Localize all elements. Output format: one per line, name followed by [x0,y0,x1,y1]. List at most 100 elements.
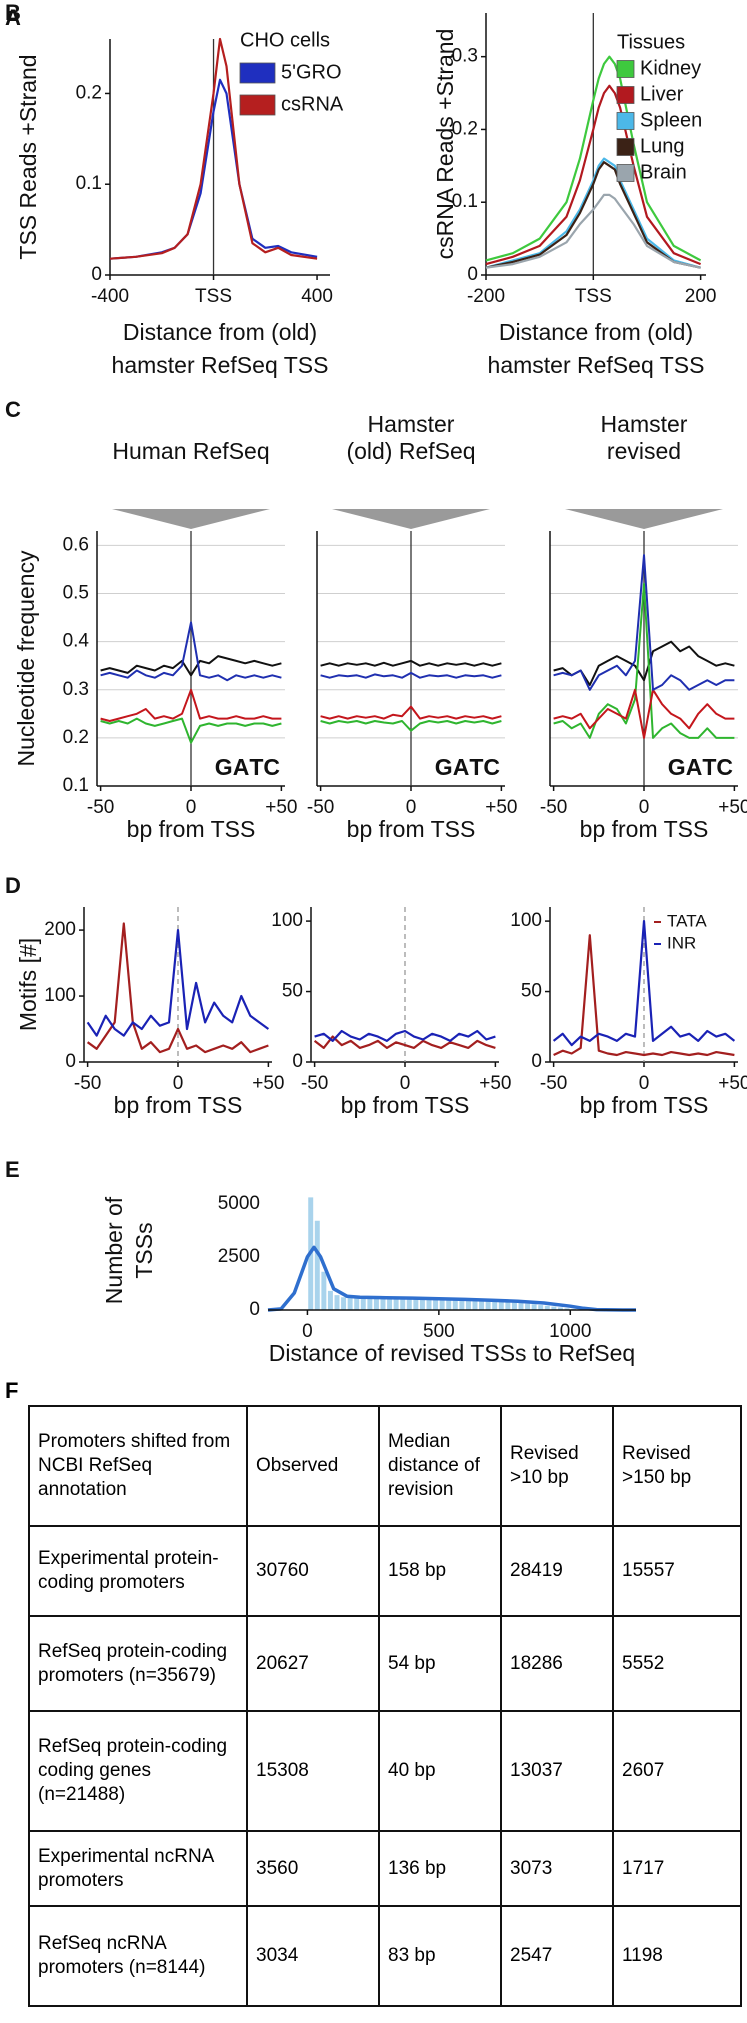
series-line [485,193,701,269]
histogram-bar [538,1305,544,1310]
histogram-bar [354,1298,360,1310]
y-tick-label: 0.1 [76,173,102,194]
panel-label: B [5,0,21,25]
table-row: RefSeq ncRNA promoters (n=8144) 3034 83 bp… [28,1905,742,2007]
y-tick-label: 0.5 [63,583,89,604]
x-axis-label: Distance from (old) [123,319,317,345]
y-tick-label: 0 [91,264,102,285]
series-line [100,688,282,722]
y-axis-label: Nucleotide frequency [13,550,39,767]
x-tick-label: -50 [301,1073,328,1094]
histogram-bar [387,1298,393,1310]
legend-label: C [483,754,500,780]
histogram-bar [518,1302,524,1310]
table-row: Promoters shifted from NCBI RefSeq annot… [28,1405,742,1527]
histogram-bar [373,1298,379,1310]
series-line [313,1035,496,1049]
legend-swatch [616,112,635,130]
y-tick-label: 0 [249,1299,260,1320]
series-line [320,705,502,720]
table-cell: 3073 [500,1830,614,1907]
histogram-bar [557,1307,563,1310]
histogram-bar [347,1297,353,1310]
y-tick-label: 0.1 [452,191,478,212]
x-axis-label: hamster RefSeq TSS [112,352,329,378]
legend-label: T [702,754,716,780]
legend-label: T [249,754,263,780]
x-axis-label: Distance from (old) [499,319,693,345]
y-tick-label: 0 [292,1051,303,1072]
legend-label: A [233,754,250,780]
histogram-bar [564,1308,570,1310]
table-cell: 30760 [246,1525,380,1617]
x-tick-label: -50 [540,1073,567,1094]
series-line [320,720,502,732]
table-cell: 20627 [246,1615,380,1712]
y-tick-label: 0.3 [63,679,89,700]
y-tick-label: 0.1 [63,775,89,796]
histogram-bar [525,1303,531,1310]
histogram-bar [380,1298,386,1310]
table-cell: 158 bp [378,1525,502,1617]
y-axis-label: TSSs [131,1222,157,1278]
x-tick-label: 200 [685,286,717,307]
table-cell: 40 bp [378,1710,502,1832]
series-line [320,659,502,667]
histogram-bar [360,1298,366,1310]
histogram-bar [498,1301,504,1310]
legend-swatch [239,94,276,116]
series-line [320,671,502,679]
y-axis-label: TSS Reads +Strand [15,54,41,259]
x-tick-label: 0 [639,797,650,818]
table-cell: 83 bp [378,1905,502,2007]
legend-label: TATA [667,911,707,930]
y-axis-label: csRNA Reads +Strand [432,29,458,260]
x-tick-label: -50 [307,797,334,818]
histogram-bar [393,1298,399,1310]
x-tick-label: +50 [479,1073,511,1094]
histogram-bar [367,1298,373,1310]
legend-label: G [668,754,686,780]
x-tick-label: -50 [74,1073,101,1094]
chart-title: Hamster [368,411,455,437]
x-tick-label: +50 [485,797,517,818]
series-line [100,717,282,744]
series-line [553,688,735,739]
series-line [485,84,702,266]
histogram-bar [413,1298,419,1310]
series-line [485,55,702,262]
series-line [553,934,735,1057]
table-cell: 2547 [500,1905,614,2007]
x-axis-label: bp from TSS [580,1092,709,1118]
legend-swatch [616,60,635,78]
table-cell: Observed [246,1405,380,1527]
series-line [485,157,701,269]
legend-label: INR [667,933,696,952]
x-tick-label: 0 [639,1073,650,1094]
y-tick-label: 200 [44,919,76,940]
table-cell: RefSeq protein-coding coding genes (n=21… [28,1710,248,1832]
panel-label: D [5,873,21,898]
x-tick-label: 400 [301,286,333,307]
y-tick-label: 100 [271,910,303,931]
series-line [86,929,270,1037]
series-line [109,37,318,260]
legend-swatch [616,86,635,104]
x-tick-label: -50 [540,797,567,818]
y-tick-label: 0 [467,264,478,285]
panel-label: C [5,397,21,422]
y-tick-label: 2500 [218,1246,260,1267]
x-axis-label: bp from TSS [127,816,256,842]
series-line [314,1029,496,1042]
table-cell: Median distance of revision [378,1405,502,1527]
x-tick-label: +50 [265,797,297,818]
y-tick-label: 0.2 [63,727,89,748]
y-tick-label: 0.6 [63,534,89,555]
histogram-bar [334,1295,340,1310]
legend-label: Liver [640,83,684,105]
legend-label: 5'GRO [281,61,342,83]
histogram-bar [439,1299,445,1310]
legend-label: A [453,754,470,780]
legend-label: C [716,754,733,780]
legend-swatch [616,164,635,182]
